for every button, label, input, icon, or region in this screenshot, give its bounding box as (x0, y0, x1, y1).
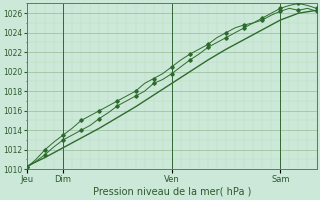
X-axis label: Pression niveau de la mer( hPa ): Pression niveau de la mer( hPa ) (92, 187, 251, 197)
